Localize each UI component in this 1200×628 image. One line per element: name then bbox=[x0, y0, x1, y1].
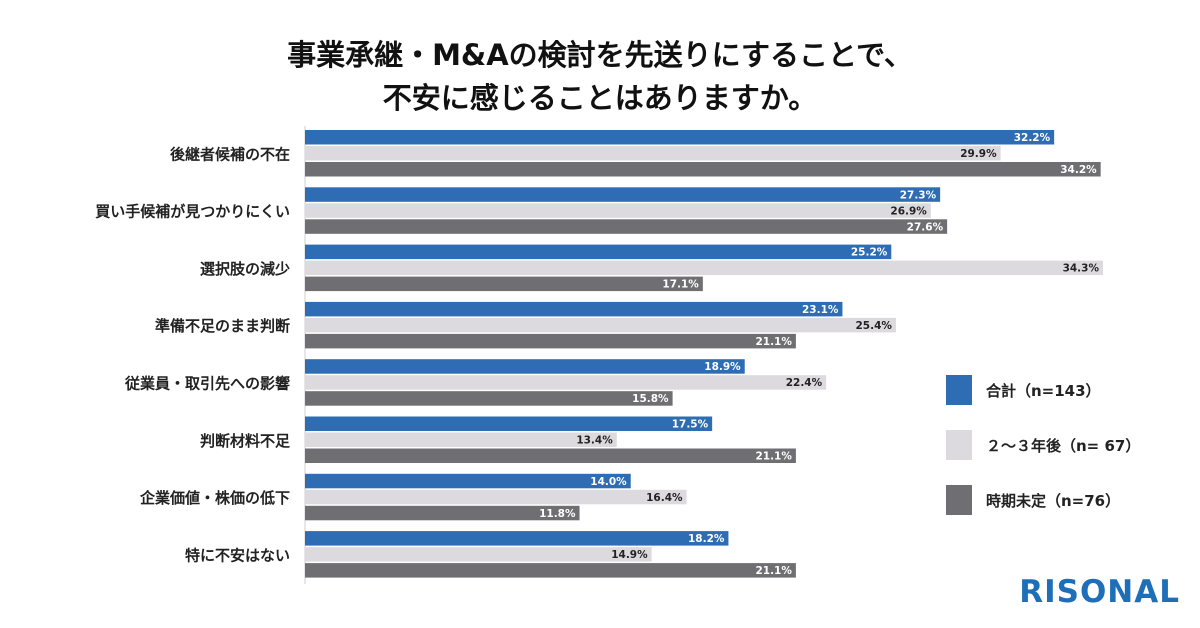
bar bbox=[305, 489, 687, 505]
category-label: 買い手候補が見つかりにくい bbox=[95, 203, 290, 221]
data-label: 23.1% bbox=[802, 304, 839, 316]
bar bbox=[305, 276, 703, 292]
chart-title-line1: 事業承継・M&Aの検討を先送りにすることで、 bbox=[287, 38, 913, 72]
bar bbox=[305, 130, 1055, 145]
legend-swatch bbox=[946, 485, 972, 515]
data-label: 17.5% bbox=[672, 419, 709, 431]
bar bbox=[305, 244, 892, 260]
category-label: 判断材料不足 bbox=[200, 432, 291, 450]
legend-label: 時期未定（n=76） bbox=[986, 491, 1121, 510]
data-label: 26.9% bbox=[890, 205, 927, 217]
bar bbox=[305, 473, 631, 489]
bar bbox=[305, 448, 796, 463]
data-label: 34.3% bbox=[1063, 263, 1100, 275]
bar bbox=[305, 219, 948, 234]
data-label: 21.1% bbox=[755, 565, 792, 577]
data-label: 25.4% bbox=[856, 320, 893, 332]
bar bbox=[305, 146, 1001, 161]
chart-title-line2: 不安に感じることはありますか。 bbox=[382, 81, 818, 115]
category-label: 企業価値・株価の低下 bbox=[139, 489, 290, 507]
data-label: 27.6% bbox=[907, 221, 944, 233]
bar bbox=[305, 162, 1101, 177]
data-label: 11.8% bbox=[539, 508, 576, 520]
chart-title: 事業承継・M&Aの検討を先送りにすることで、 不安に感じることはありますか。 bbox=[0, 34, 1200, 120]
bar bbox=[305, 391, 673, 406]
category-label: 選択肢の減少 bbox=[200, 260, 290, 278]
bar bbox=[305, 187, 941, 202]
chart-legend: 合計（n=143） ２～３年後（n= 67） 時期未定（n=76） bbox=[946, 375, 1140, 540]
data-label: 21.1% bbox=[755, 451, 792, 463]
bar bbox=[305, 505, 580, 521]
data-label: 14.9% bbox=[611, 549, 648, 561]
data-label: 13.4% bbox=[576, 435, 613, 447]
category-label: 準備不足のまま判断 bbox=[155, 317, 290, 335]
legend-item: 合計（n=143） bbox=[946, 375, 1140, 405]
legend-label: 合計（n=143） bbox=[986, 381, 1101, 400]
legend-item: ２～３年後（n= 67） bbox=[946, 430, 1140, 460]
data-label: 34.2% bbox=[1060, 164, 1097, 176]
data-label: 15.8% bbox=[632, 393, 669, 405]
data-label: 27.3% bbox=[900, 189, 937, 201]
data-label: 25.2% bbox=[851, 247, 888, 259]
data-label: 18.2% bbox=[688, 533, 725, 545]
bar bbox=[305, 317, 896, 333]
data-label: 18.9% bbox=[704, 361, 741, 373]
legend-swatch bbox=[946, 430, 972, 460]
bar bbox=[305, 531, 729, 546]
legend-swatch bbox=[946, 375, 972, 405]
bar bbox=[305, 547, 652, 562]
bar bbox=[305, 432, 617, 447]
legend-item: 時期未定（n=76） bbox=[946, 485, 1140, 515]
data-label: 22.4% bbox=[786, 377, 823, 389]
bar bbox=[305, 301, 843, 317]
data-label: 29.9% bbox=[960, 148, 997, 160]
bar bbox=[305, 416, 713, 431]
data-label: 17.1% bbox=[662, 279, 699, 291]
bar bbox=[305, 333, 796, 349]
bar bbox=[305, 563, 796, 578]
data-label: 16.4% bbox=[646, 492, 683, 504]
bar bbox=[305, 375, 827, 390]
category-label: 従業員・取引先への影響 bbox=[124, 374, 290, 392]
category-label: 特に不安はない bbox=[185, 546, 290, 564]
brand-logo: RISONAL bbox=[1019, 574, 1180, 610]
bar bbox=[305, 203, 931, 218]
bar bbox=[305, 359, 745, 374]
data-label: 21.1% bbox=[755, 336, 792, 348]
legend-label: ２～３年後（n= 67） bbox=[986, 436, 1141, 455]
bar bbox=[305, 260, 1103, 276]
category-label: 後継者候補の不在 bbox=[169, 145, 290, 163]
data-label: 32.2% bbox=[1014, 132, 1051, 144]
data-label: 14.0% bbox=[590, 476, 627, 488]
